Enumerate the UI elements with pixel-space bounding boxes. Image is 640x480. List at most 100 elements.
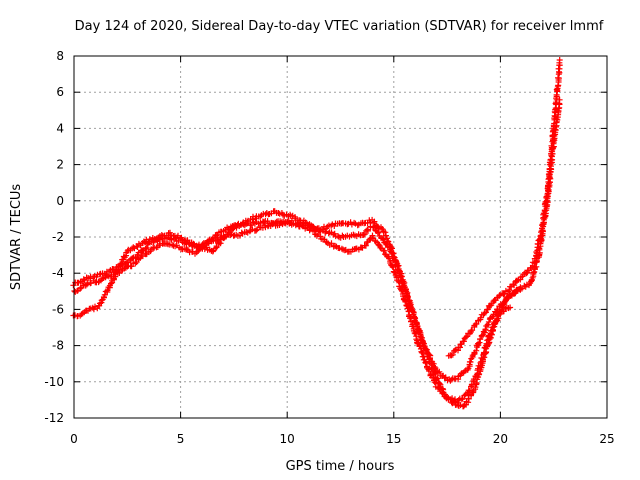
data-point bbox=[142, 239, 149, 246]
y-tick-label: -12 bbox=[44, 411, 64, 425]
data-point bbox=[547, 157, 554, 163]
data-point bbox=[469, 327, 476, 334]
data-point bbox=[461, 338, 467, 345]
data-point bbox=[467, 359, 474, 365]
data-point bbox=[143, 244, 150, 251]
data-point bbox=[507, 304, 514, 311]
data-point bbox=[488, 331, 495, 338]
data-point bbox=[485, 321, 492, 328]
y-tick-label: -4 bbox=[52, 266, 64, 280]
data-point bbox=[183, 246, 190, 253]
data-point bbox=[90, 306, 97, 313]
data-point bbox=[451, 398, 458, 405]
data-point bbox=[124, 248, 131, 254]
data-point bbox=[481, 354, 488, 361]
y-tick-label: 4 bbox=[56, 121, 64, 135]
data-point bbox=[506, 287, 513, 294]
x-tick-label: 10 bbox=[280, 432, 295, 446]
series-3 bbox=[70, 96, 563, 410]
x-tick-label: 15 bbox=[386, 432, 401, 446]
data-point bbox=[412, 314, 418, 321]
data-point bbox=[386, 255, 393, 262]
data-point bbox=[328, 240, 335, 247]
y-tick-label: -6 bbox=[52, 302, 64, 316]
data-point bbox=[117, 261, 124, 268]
y-tick-label: 8 bbox=[56, 49, 64, 63]
data-point bbox=[477, 314, 484, 321]
data-point bbox=[390, 253, 397, 260]
data-point bbox=[465, 387, 472, 394]
y-axis-ticks: -12 -10 -8 -6 -4 -2 0 2 4 6 8 bbox=[44, 49, 607, 425]
data-point bbox=[190, 240, 197, 247]
data-point bbox=[447, 396, 454, 403]
data-point bbox=[482, 309, 489, 316]
data-point bbox=[465, 395, 472, 402]
data-point bbox=[487, 334, 494, 341]
data-point bbox=[362, 242, 369, 249]
data-point bbox=[473, 379, 480, 386]
data-point bbox=[371, 218, 378, 225]
y-tick-label: -8 bbox=[52, 339, 64, 353]
data-point bbox=[403, 288, 410, 295]
y-tick-label: 6 bbox=[56, 85, 64, 99]
chart-title: Day 124 of 2020, Sidereal Day-to-day VTE… bbox=[75, 19, 604, 34]
data-point bbox=[462, 334, 469, 341]
data-point bbox=[556, 57, 563, 63]
data-point bbox=[428, 364, 435, 371]
data-point bbox=[391, 254, 398, 261]
data-point bbox=[541, 207, 548, 214]
data-point bbox=[390, 268, 397, 275]
data-point bbox=[478, 332, 485, 339]
data-point bbox=[538, 229, 544, 236]
data-point bbox=[436, 380, 443, 387]
data-point bbox=[463, 333, 470, 340]
data-point bbox=[485, 319, 492, 325]
x-axis-label: GPS time / hours bbox=[286, 459, 395, 474]
data-point bbox=[380, 236, 387, 243]
data-point bbox=[433, 376, 440, 383]
data-point bbox=[514, 277, 521, 284]
data-point bbox=[253, 227, 260, 234]
data-point bbox=[484, 306, 491, 313]
data-point bbox=[385, 238, 392, 245]
data-point bbox=[476, 371, 483, 377]
data-point bbox=[128, 263, 135, 270]
data-point bbox=[261, 219, 267, 226]
data-point bbox=[361, 231, 368, 238]
data-point bbox=[555, 74, 561, 81]
data-point bbox=[411, 330, 418, 336]
x-tick-label: 5 bbox=[177, 432, 185, 446]
data-point bbox=[375, 229, 382, 236]
data-point bbox=[388, 244, 394, 251]
data-point bbox=[477, 336, 484, 343]
data-point bbox=[497, 308, 504, 315]
data-point bbox=[77, 285, 84, 292]
plot-frame bbox=[73, 55, 608, 419]
data-point bbox=[496, 292, 503, 299]
data-series bbox=[70, 57, 563, 410]
data-point bbox=[114, 269, 121, 276]
data-point bbox=[398, 273, 405, 280]
data-point bbox=[134, 244, 141, 250]
data-point bbox=[404, 292, 411, 299]
data-point bbox=[458, 396, 465, 403]
data-point bbox=[482, 326, 489, 333]
data-point bbox=[449, 351, 456, 358]
y-tick-label: -2 bbox=[52, 230, 64, 244]
x-tick-label: 20 bbox=[493, 432, 508, 446]
x-tick-label: 0 bbox=[70, 432, 78, 446]
data-point bbox=[118, 260, 125, 267]
data-point bbox=[404, 293, 411, 300]
data-point bbox=[244, 218, 251, 225]
data-point bbox=[74, 288, 81, 294]
data-point bbox=[473, 320, 480, 327]
data-point bbox=[490, 326, 496, 333]
data-point bbox=[369, 232, 376, 239]
y-tick-label: 2 bbox=[56, 158, 64, 172]
data-point bbox=[325, 230, 332, 237]
data-point bbox=[553, 91, 560, 98]
y-tick-label: 0 bbox=[56, 194, 64, 208]
data-point bbox=[365, 227, 371, 234]
data-point bbox=[319, 226, 326, 233]
data-point bbox=[473, 347, 480, 354]
